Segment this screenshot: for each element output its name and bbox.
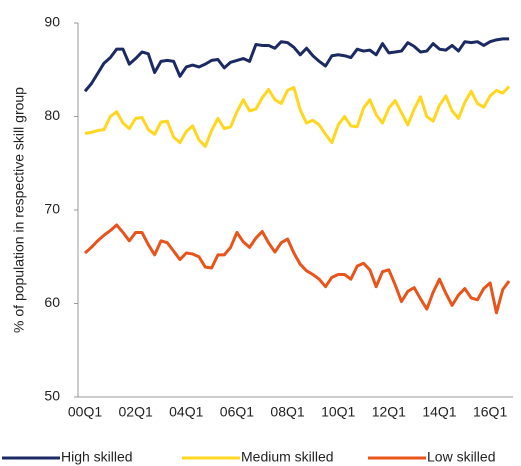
y-tick-label: 50 [44, 388, 60, 404]
x-tick-label: 12Q1 [372, 404, 406, 420]
line [84, 223, 511, 315]
x-tick-label: 14Q1 [422, 404, 456, 420]
y-axis-label: % of population in respective skill grou… [11, 87, 27, 333]
x-tick-label: 10Q1 [321, 404, 355, 420]
line [84, 85, 511, 148]
x-tick-label: 04Q1 [169, 404, 203, 420]
x-tick-label: 16Q1 [473, 404, 507, 420]
y-tick-label: 90 [44, 14, 60, 30]
x-tick-label: 06Q1 [220, 404, 254, 420]
y-tick-label: 70 [44, 201, 60, 217]
y-tick-label: 60 [44, 294, 60, 310]
x-tick-label: 02Q1 [119, 404, 153, 420]
x-tick-label: 08Q1 [270, 404, 304, 420]
legend-label: Medium skilled [241, 449, 334, 465]
legend-label: High skilled [61, 449, 133, 465]
line [83, 37, 510, 93]
x-tick-label: 00Q1 [68, 404, 102, 420]
legend-label: Low skilled [427, 449, 495, 465]
y-tick-label: 80 [44, 107, 60, 123]
